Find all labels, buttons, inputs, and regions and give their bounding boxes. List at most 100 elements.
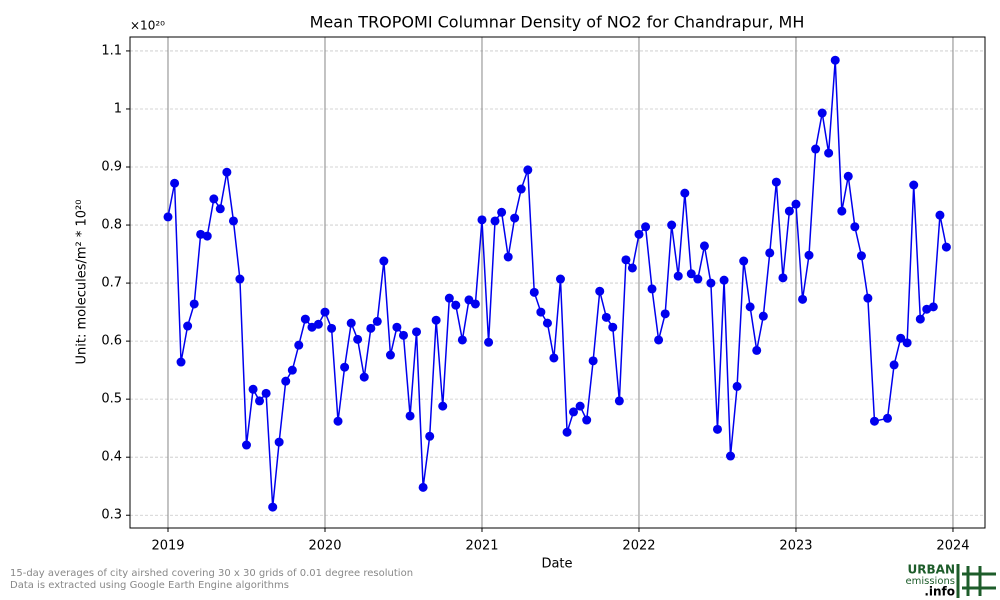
data-point (359, 372, 369, 382)
data-point (379, 256, 389, 266)
data-point (510, 213, 520, 223)
data-point (464, 295, 474, 305)
data-point (542, 318, 552, 328)
data-point (941, 242, 951, 252)
data-point (614, 396, 624, 406)
data-point (791, 199, 801, 209)
data-point (457, 335, 467, 345)
x-tick-label: 2024 (936, 539, 969, 554)
data-point (163, 212, 173, 222)
data-point (863, 293, 873, 303)
data-point (909, 180, 919, 190)
data-point (582, 415, 592, 425)
data-point (366, 323, 376, 333)
logo-icon (956, 564, 996, 598)
data-point (752, 345, 762, 355)
data-point (915, 314, 925, 324)
y-tick-label: 0.3 (101, 508, 122, 523)
logo: URBAN emissions .info (905, 563, 996, 599)
data-point (569, 407, 579, 417)
data-point (300, 314, 310, 324)
data-point (228, 216, 238, 226)
y-tick-label: 0.8 (101, 218, 122, 233)
data-point (372, 316, 382, 326)
data-point (477, 215, 487, 225)
data-point (745, 302, 755, 312)
data-point (398, 330, 408, 340)
data-point (660, 309, 670, 319)
logo-text: .info (924, 585, 955, 599)
data-point (856, 251, 866, 261)
data-point (484, 337, 494, 347)
data-point (215, 204, 225, 214)
data-point (804, 250, 814, 260)
y-tick-label: 0.6 (101, 334, 122, 349)
data-point (261, 388, 271, 398)
data-point (438, 401, 448, 411)
data-point (641, 222, 651, 232)
data-point (693, 274, 703, 284)
data-point (896, 333, 906, 343)
data-point (850, 222, 860, 232)
y-axis-label: Unit: molecules/m² * 10²⁰ (75, 200, 90, 365)
data-point (444, 293, 454, 303)
data-point (647, 284, 657, 294)
data-point (712, 424, 722, 434)
data-point (588, 356, 598, 366)
data-point (490, 216, 500, 226)
data-point (562, 427, 572, 437)
data-point (935, 210, 945, 220)
data-point (274, 437, 284, 447)
data-point (758, 311, 768, 321)
data-point (281, 376, 291, 386)
data-point (503, 252, 513, 262)
data-point (654, 335, 664, 345)
data-point (555, 274, 565, 284)
data-point (392, 322, 402, 332)
data-point (869, 416, 879, 426)
plot-frame (129, 36, 986, 529)
data-point (183, 321, 193, 331)
data-point (889, 360, 899, 370)
data-point (824, 148, 834, 158)
data-point (784, 206, 794, 216)
data-point (268, 502, 278, 512)
data-point (673, 271, 683, 281)
data-point (608, 322, 618, 332)
data-point (523, 165, 533, 175)
data-point (470, 299, 480, 309)
logo-text: emissions (905, 576, 955, 587)
data-point (327, 323, 337, 333)
y-offset-label: ×10²⁰ (130, 19, 165, 33)
data-point (778, 273, 788, 283)
data-point (902, 338, 912, 348)
data-point (255, 396, 265, 406)
data-point (726, 451, 736, 461)
series-line (167, 60, 948, 508)
y-tick-label: 0.5 (101, 392, 122, 407)
x-tick-label: 2022 (622, 539, 655, 554)
data-point (595, 286, 605, 296)
logo-text: URBAN (908, 563, 955, 577)
data-point (346, 318, 356, 328)
data-point (621, 255, 631, 265)
data-point (732, 381, 742, 391)
y-tick-label: 1 (114, 101, 122, 116)
data-point (686, 269, 696, 279)
data-point (170, 178, 180, 188)
data-point (928, 302, 938, 312)
data-point (209, 194, 219, 204)
data-point (202, 231, 212, 241)
data-point (425, 431, 435, 441)
data-point (680, 188, 690, 198)
data-point (333, 416, 343, 426)
data-point (241, 440, 251, 450)
data-point (830, 55, 840, 65)
data-point (516, 184, 526, 194)
footnote: 15-day averages of city airshed covering… (10, 568, 413, 579)
data-point (627, 263, 637, 273)
data-point (699, 241, 709, 251)
data-point (248, 384, 258, 394)
data-point (418, 482, 428, 492)
